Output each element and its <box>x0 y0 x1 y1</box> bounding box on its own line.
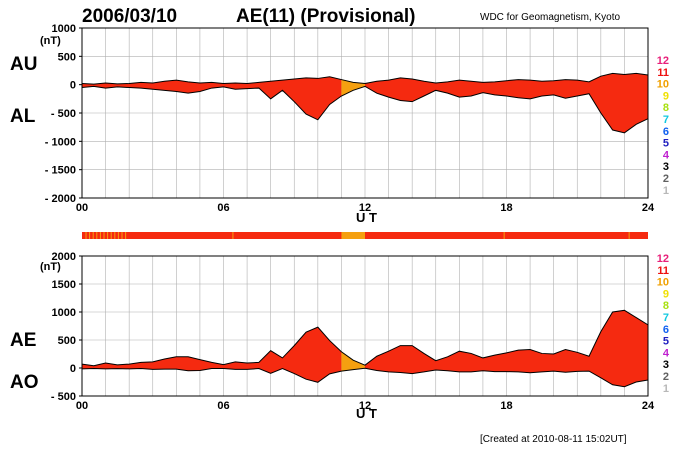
x-tick-label: 06 <box>217 400 229 412</box>
legend-item: 2 <box>663 371 669 383</box>
panel-top-unit: (nT) <box>40 35 61 47</box>
legend-item: 7 <box>663 312 669 324</box>
legend-item: 6 <box>663 126 669 138</box>
x-tick-label: 18 <box>500 400 512 412</box>
source-label: WDC for Geomagnetism, Kyoto <box>480 12 620 23</box>
label-ao: AO <box>10 372 39 393</box>
legend-item: 12 <box>657 253 669 265</box>
y-tick-label: - 1500 <box>45 165 76 177</box>
series-line-ae <box>81 309 649 367</box>
area-fill-alt <box>341 351 365 372</box>
area-fill <box>82 327 342 383</box>
panel-bot-xlabel: U T <box>356 406 377 421</box>
area-fill-alt <box>341 79 365 96</box>
y-tick-label: 1500 <box>52 279 76 291</box>
plot-frame <box>81 255 649 397</box>
legend-item: 10 <box>657 277 669 289</box>
panel-bot-unit: (nT) <box>40 261 61 273</box>
x-tick-label: 00 <box>76 400 88 412</box>
y-tick-label: 2000 <box>52 251 76 263</box>
created-label: [Created at 2010-08-11 15:02UT] <box>480 434 627 445</box>
legend-item: 2 <box>663 173 669 185</box>
legend-item: 6 <box>663 324 669 336</box>
legend-item: 10 <box>657 79 669 91</box>
area-fill <box>365 73 648 133</box>
x-tick-label: 06 <box>217 202 229 214</box>
legend-item: 11 <box>657 67 669 79</box>
x-tick-label: 12 <box>359 400 371 412</box>
y-tick-label: 500 <box>58 335 76 347</box>
date-title: 2006/03/10 <box>82 6 177 27</box>
y-tick-label: 0 <box>70 363 76 375</box>
y-tick-label: 500 <box>58 51 76 63</box>
y-tick-label: - 500 <box>51 391 76 403</box>
legend-item: 1 <box>663 383 669 395</box>
x-tick-label: 18 <box>500 202 512 214</box>
legend-item: 5 <box>663 138 669 150</box>
legend-item: 4 <box>663 347 670 359</box>
legend-item: 5 <box>663 336 669 348</box>
y-tick-label: 1000 <box>52 307 76 319</box>
x-tick-label: 12 <box>359 202 371 214</box>
y-tick-label: - 2000 <box>45 193 76 205</box>
legend-item: 12 <box>657 55 669 67</box>
series-line-al <box>81 85 649 134</box>
legend-item: 3 <box>663 161 669 173</box>
series-line-au <box>81 72 649 85</box>
y-tick-label: - 1000 <box>45 136 76 148</box>
index-title: AE(11) (Provisional) <box>236 6 416 27</box>
status-bar-alt <box>341 232 365 239</box>
au-al-panel: (nT) AU AL U T 1000 500 0 - 500 - 1000 - 1500… <box>10 23 655 225</box>
panel-top-xlabel: U T <box>356 210 377 225</box>
legend-item: 1 <box>663 185 669 197</box>
x-tick-label: 00 <box>76 202 88 214</box>
label-ae: AE <box>10 330 36 351</box>
y-tick-label: 0 <box>70 80 76 92</box>
x-tick-label: 24 <box>642 400 655 412</box>
area-fill <box>82 76 342 120</box>
legend-item: 3 <box>663 359 669 371</box>
legend-item: 11 <box>657 265 669 277</box>
series-line-ao <box>81 367 649 388</box>
legend-item: 4 <box>663 149 670 161</box>
label-au: AU <box>10 54 37 75</box>
legend-item: 8 <box>663 102 669 114</box>
label-al: AL <box>10 106 36 127</box>
y-tick-label: - 500 <box>51 108 76 120</box>
area-fill <box>365 310 648 387</box>
legend-item: 9 <box>663 288 669 300</box>
data-quality-bar <box>82 232 648 239</box>
legend-item: 9 <box>663 90 669 102</box>
x-tick-label: 24 <box>642 202 655 214</box>
y-tick-label: 1000 <box>52 23 76 35</box>
legend-item: 7 <box>663 114 669 126</box>
legend-item: 8 <box>663 300 669 312</box>
